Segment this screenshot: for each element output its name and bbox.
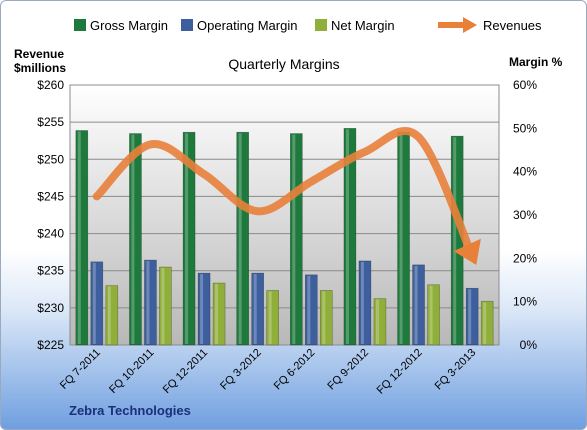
- right-tick-label: 60%: [513, 78, 537, 92]
- right-tick-label: 30%: [513, 208, 537, 222]
- legend-swatch-net-margin: [315, 19, 327, 31]
- left-axis-title-line2: $millions: [14, 61, 66, 75]
- net-margin-bar-highlight: [322, 291, 326, 344]
- net-margin-bar-highlight: [268, 291, 272, 344]
- gross-margin-bar-highlight: [185, 133, 189, 344]
- net-margin-bar-highlight: [161, 268, 165, 344]
- revenue-curve: [92, 127, 477, 260]
- x-tick-label: FQ 3-2012: [218, 347, 264, 393]
- net-margin-bar: [480, 300, 494, 346]
- gross-margin-bar: [182, 131, 196, 346]
- x-tick-label: FQ 6-2012: [272, 347, 318, 393]
- operating-margin-bar: [412, 264, 425, 346]
- gross-margin-bar: [397, 131, 410, 346]
- gross-margin-bar-highlight: [292, 134, 296, 344]
- operating-margin-bar: [144, 259, 157, 346]
- net-margin-bar-highlight: [429, 285, 433, 344]
- gross-margin-bar-highlight: [399, 133, 403, 344]
- gross-margin-bar-highlight: [77, 131, 81, 344]
- net-margin-bar-highlight: [483, 302, 487, 344]
- left-tick-label: $240: [37, 227, 64, 241]
- legend-net-margin: Net Margin: [331, 18, 395, 33]
- x-tick-label: FQ 3-2013: [433, 347, 479, 393]
- revenue-arrow: [92, 127, 481, 265]
- left-axis-ticks: $225 $230 $235 $240 $245 $250 $255 $260: [37, 78, 64, 352]
- legend-gross-margin: Gross Margin: [90, 18, 168, 33]
- bars: [75, 128, 494, 346]
- gross-margin-bar: [290, 133, 303, 346]
- gross-margin-bar: [129, 133, 142, 346]
- net-margin-bar: [427, 284, 440, 346]
- right-axis-ticks: 0% 10% 20% 30% 40% 50% 60%: [513, 78, 537, 352]
- operating-margin-bar: [197, 272, 211, 346]
- net-margin-bar-highlight: [107, 286, 111, 344]
- legend-swatch-gross-margin: [74, 19, 86, 31]
- left-axis-title-line1: Revenue: [14, 47, 64, 61]
- net-margin-bar: [159, 266, 172, 346]
- legend-operating-margin: Operating Margin: [197, 18, 297, 33]
- x-axis-ticks: FQ 7-2011 FQ 10-2011 FQ 12-2011 FQ 3-2012 FQ…: [58, 347, 478, 397]
- left-tick-label: $225: [37, 338, 64, 352]
- legend-swatch-operating-margin: [181, 19, 193, 31]
- left-tick-label: $260: [37, 78, 64, 92]
- gross-margin-bar: [343, 128, 357, 346]
- chart-title: Quarterly Margins: [228, 56, 339, 72]
- operating-margin-bar-highlight: [253, 274, 257, 344]
- left-tick-label: $255: [37, 115, 64, 129]
- net-margin-bar: [266, 290, 279, 346]
- operating-margin-bar-highlight: [200, 274, 204, 344]
- net-margin-bar: [212, 282, 226, 346]
- gross-margin-bar: [75, 130, 89, 346]
- x-tick-label: FQ 12-2011: [161, 347, 210, 396]
- right-tick-label: 20%: [513, 251, 537, 265]
- operating-margin-bar: [251, 272, 264, 346]
- net-margin-bar: [320, 290, 333, 346]
- gross-margin-bar-highlight: [131, 134, 135, 344]
- left-tick-label: $230: [37, 301, 64, 315]
- left-tick-label: $245: [37, 189, 64, 203]
- gross-margin-bar: [236, 131, 249, 346]
- legend: Gross Margin Operating Margin Net Margin…: [74, 17, 542, 33]
- gross-margin-bar-highlight: [345, 129, 349, 344]
- operating-margin-bar-highlight: [360, 261, 364, 344]
- left-tick-label: $235: [37, 264, 64, 278]
- net-margin-bar: [373, 298, 387, 346]
- legend-arrow-head-revenues: [463, 17, 477, 33]
- x-tick-label: FQ 9-2012: [325, 347, 371, 393]
- left-tick-label: $250: [37, 152, 64, 166]
- x-tick-label: FQ 10-2011: [107, 347, 156, 396]
- operating-margin-bar-highlight: [414, 265, 418, 344]
- legend-revenues: Revenues: [483, 18, 542, 33]
- gridlines: [70, 121, 499, 309]
- operating-margin-bar: [465, 287, 479, 346]
- operating-margin-bar: [305, 274, 318, 346]
- operating-margin-bar: [358, 260, 372, 346]
- revenue-arrow-head: [453, 238, 481, 265]
- company-footer: Zebra Technologies: [69, 403, 191, 418]
- operating-margin-bar-highlight: [307, 275, 311, 344]
- operating-margin-bar: [90, 261, 104, 346]
- gross-margin-bar: [450, 135, 464, 346]
- net-margin-bar: [105, 285, 119, 346]
- x-tick-label: FQ 7-2011: [58, 347, 103, 392]
- x-tick-label: FQ 12-2012: [375, 347, 425, 397]
- plot-area: [69, 84, 500, 346]
- gross-margin-bar-highlight: [453, 137, 457, 344]
- net-margin-bar-highlight: [375, 299, 379, 344]
- right-tick-label: 0%: [520, 338, 538, 352]
- operating-margin-bar-highlight: [92, 262, 96, 344]
- operating-margin-bar-highlight: [146, 261, 150, 344]
- right-tick-label: 10%: [513, 295, 537, 309]
- right-axis-title: Margin %: [509, 55, 563, 69]
- right-tick-label: 40%: [513, 165, 537, 179]
- right-tick-label: 50%: [513, 121, 537, 135]
- net-margin-bar-highlight: [215, 284, 219, 344]
- operating-margin-bar-highlight: [468, 289, 472, 344]
- gross-margin-bar-highlight: [238, 133, 242, 344]
